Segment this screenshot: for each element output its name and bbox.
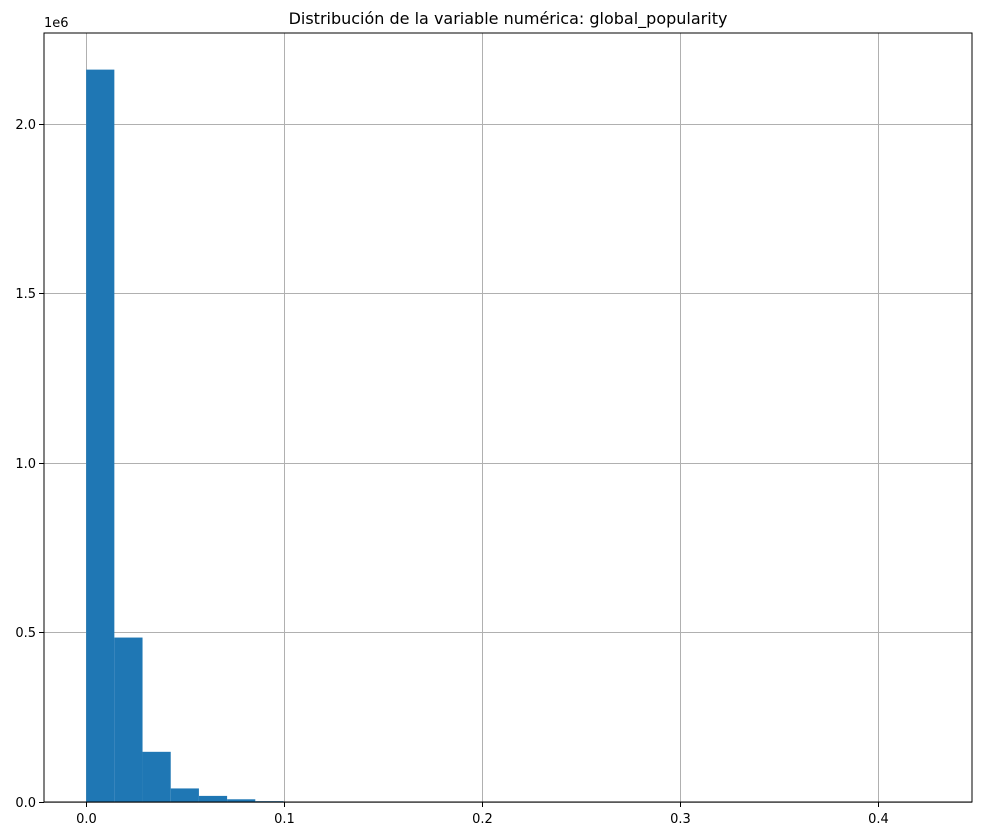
histogram-bar — [170, 788, 199, 802]
x-tick-label: 0.1 — [274, 812, 295, 827]
x-tick-label: 0.0 — [76, 812, 97, 827]
histogram-bars — [86, 69, 932, 803]
histogram-bar — [114, 637, 143, 802]
y-tick-label: 2.0 — [15, 118, 36, 133]
chart-title: Distribución de la variable numérica: gl… — [289, 9, 728, 29]
grid-lines — [44, 33, 972, 803]
y-tick-label: 0.0 — [15, 796, 36, 811]
histogram-bar — [198, 795, 228, 802]
x-tick-label: 0.3 — [670, 812, 691, 827]
y-tick-label: 1.0 — [15, 457, 36, 472]
y-tick-label: 0.5 — [15, 626, 36, 641]
histogram-bar — [227, 799, 256, 802]
plot-frame — [43, 32, 973, 803]
y-offset-label: 1e6 — [44, 16, 69, 31]
histogram-bar — [142, 751, 171, 802]
x-axis-ticks: 0.0 0.1 0.2 0.3 0.4 — [76, 802, 889, 827]
histogram-bar — [86, 69, 115, 803]
x-tick-label: 0.4 — [868, 812, 889, 827]
y-axis-ticks: 0.0 0.5 1.0 1.5 2.0 — [15, 118, 44, 811]
y-tick-label: 1.5 — [15, 287, 36, 302]
x-tick-label: 0.2 — [472, 812, 493, 827]
